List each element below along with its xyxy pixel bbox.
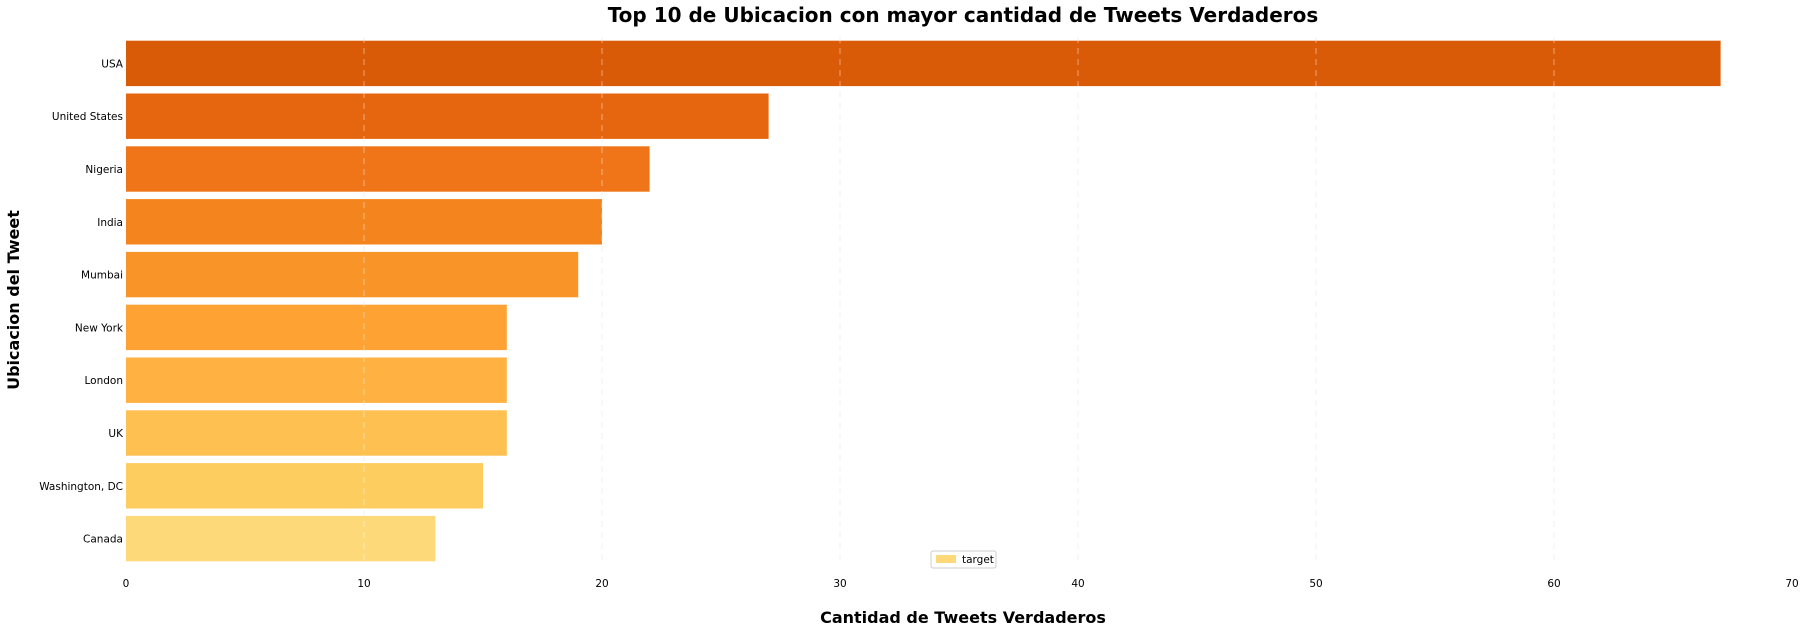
bar (126, 93, 769, 139)
bar (126, 146, 650, 192)
bar (126, 304, 507, 351)
x-tick-label: 10 (357, 578, 370, 590)
y-tick-label: USA (101, 58, 124, 70)
x-tick-label: 30 (833, 578, 846, 590)
bar (126, 40, 1721, 87)
y-tick-label: London (85, 375, 124, 387)
legend-label: target (962, 554, 994, 566)
bar (126, 463, 483, 509)
x-tick-label: 20 (595, 578, 608, 590)
x-axis-title: Cantidad de Tweets Verdaderos (820, 608, 1106, 627)
bar (126, 357, 507, 403)
y-tick-label: Canada (83, 534, 123, 546)
x-tick-label: 60 (1547, 578, 1560, 590)
y-tick-label: United States (52, 111, 123, 123)
x-tick-label: 40 (1071, 578, 1084, 590)
grid-overlay (363, 37, 1555, 565)
y-tick-label: Washington, DC (39, 481, 123, 493)
y-tick-label: Mumbai (81, 270, 123, 282)
x-tick-labels: 0 10 20 30 40 50 60 70 (123, 578, 1799, 590)
bar (126, 251, 579, 298)
y-tick-labels: USA United States Nigeria India Mumbai New Yo… (39, 58, 124, 545)
x-tick-label: 50 (1309, 578, 1322, 590)
y-tick-label: New York (75, 322, 124, 334)
legend-swatch (936, 555, 956, 563)
chart-title: Top 10 de Ubicacion con mayor cantidad d… (608, 3, 1319, 27)
legend: target (930, 550, 997, 569)
y-tick-label: Nigeria (85, 164, 123, 176)
bars (126, 40, 1721, 562)
y-axis-title: Ubicacion del Tweet (4, 210, 23, 390)
bar (126, 199, 602, 245)
bar (126, 410, 507, 456)
y-tick-label: India (97, 217, 123, 229)
x-tick-label: 0 (123, 578, 130, 590)
bar (126, 515, 436, 562)
x-tick-label: 70 (1785, 578, 1798, 590)
y-tick-label: UK (108, 428, 124, 440)
